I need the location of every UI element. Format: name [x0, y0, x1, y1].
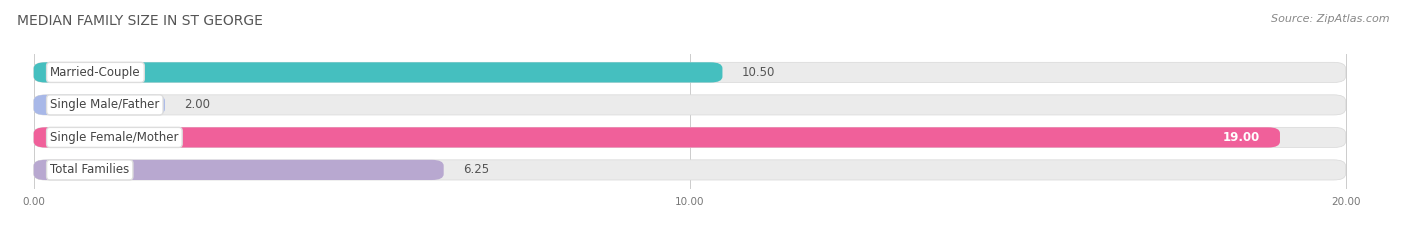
FancyBboxPatch shape: [34, 95, 1346, 115]
Text: Source: ZipAtlas.com: Source: ZipAtlas.com: [1271, 14, 1389, 24]
Text: Total Families: Total Families: [51, 163, 129, 176]
Text: Single Male/Father: Single Male/Father: [51, 98, 159, 111]
Text: MEDIAN FAMILY SIZE IN ST GEORGE: MEDIAN FAMILY SIZE IN ST GEORGE: [17, 14, 263, 28]
Text: 10.50: 10.50: [742, 66, 776, 79]
FancyBboxPatch shape: [34, 95, 165, 115]
Text: 2.00: 2.00: [184, 98, 211, 111]
Text: Married-Couple: Married-Couple: [51, 66, 141, 79]
FancyBboxPatch shape: [34, 160, 1346, 180]
FancyBboxPatch shape: [34, 160, 444, 180]
FancyBboxPatch shape: [34, 127, 1346, 147]
FancyBboxPatch shape: [34, 62, 723, 82]
FancyBboxPatch shape: [34, 62, 1346, 82]
FancyBboxPatch shape: [34, 127, 1279, 147]
Text: 19.00: 19.00: [1223, 131, 1260, 144]
Text: 6.25: 6.25: [464, 163, 489, 176]
Text: Single Female/Mother: Single Female/Mother: [51, 131, 179, 144]
